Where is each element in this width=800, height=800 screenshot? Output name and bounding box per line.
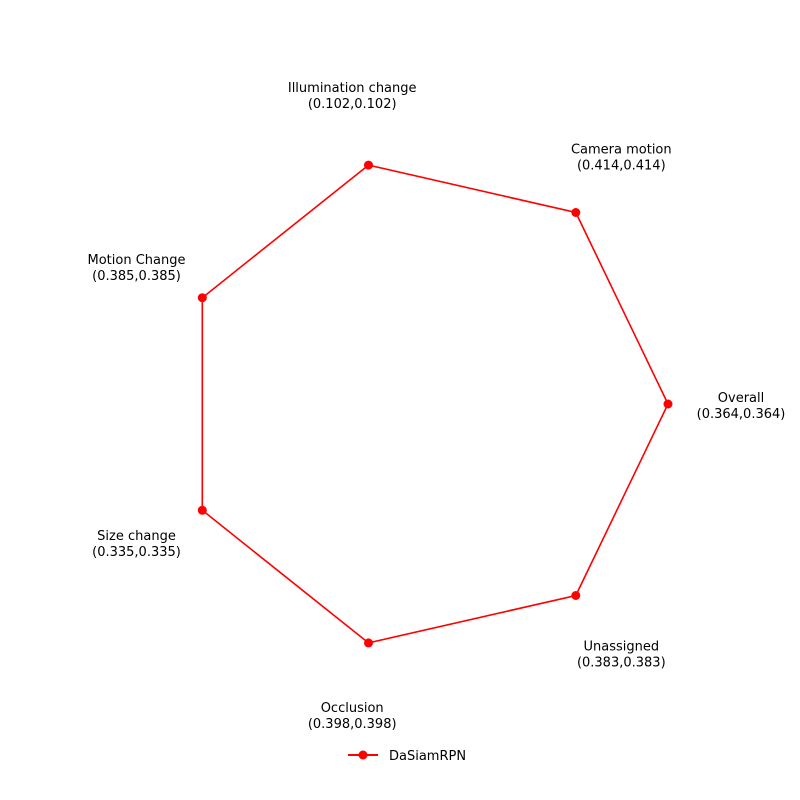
legend: DaSiamRPN: [348, 749, 466, 764]
series-layer: [197, 160, 673, 648]
axis-label-illumination-change: Illumination change (0.102,0.102): [288, 81, 417, 112]
series-line-dasiamrpn: [201, 164, 669, 644]
axis-name: Occlusion: [321, 701, 384, 716]
axis-value-label: (0.383,0.383): [577, 656, 666, 671]
axis-name: Camera motion: [571, 142, 672, 157]
axis-value-label: (0.385,0.385): [92, 269, 181, 284]
axis-name: Size change: [97, 529, 176, 544]
axis-name: Overall: [718, 391, 764, 406]
data-point-dasiamrpn-2: [364, 160, 373, 170]
axis-label-camera-motion: Camera motion (0.414,0.414): [571, 142, 672, 173]
axis-value-label: (0.414,0.414): [577, 158, 666, 173]
axis-value-label: (0.364,0.364): [697, 407, 786, 422]
data-point-dasiamrpn-1: [571, 208, 581, 217]
axis-name: Illumination change: [288, 81, 417, 96]
legend-label-dasiamrpn: DaSiamRPN: [389, 749, 466, 764]
data-point-dasiamrpn-0: [663, 399, 673, 409]
axis-label-unassigned: Unassigned (0.383,0.383): [577, 640, 666, 671]
axis-label-size-change: Size change (0.335,0.335): [92, 529, 181, 560]
axis-label-overall: Overall (0.364,0.364): [697, 391, 786, 422]
data-point-dasiamrpn-6: [571, 591, 581, 600]
data-point-dasiamrpn-4: [197, 505, 207, 515]
axis-value-label: (0.335,0.335): [92, 545, 181, 560]
axis-value-label: (0.102,0.102): [308, 97, 397, 112]
data-point-dasiamrpn-3: [197, 293, 207, 303]
legend-marker-dasiamrpn: [358, 750, 368, 760]
axis-label-occlusion: Occlusion (0.398,0.398): [308, 701, 397, 732]
axis-value-label: (0.398,0.398): [308, 717, 397, 732]
axis-label-motion-change: Motion Change (0.385,0.385): [88, 253, 186, 284]
axis-name: Unassigned: [583, 640, 659, 655]
axis-name: Motion Change: [88, 253, 186, 268]
data-point-dasiamrpn-5: [364, 638, 373, 648]
axis-labels: Overall (0.364,0.364) Camera motion (0.414,…: [88, 81, 786, 732]
